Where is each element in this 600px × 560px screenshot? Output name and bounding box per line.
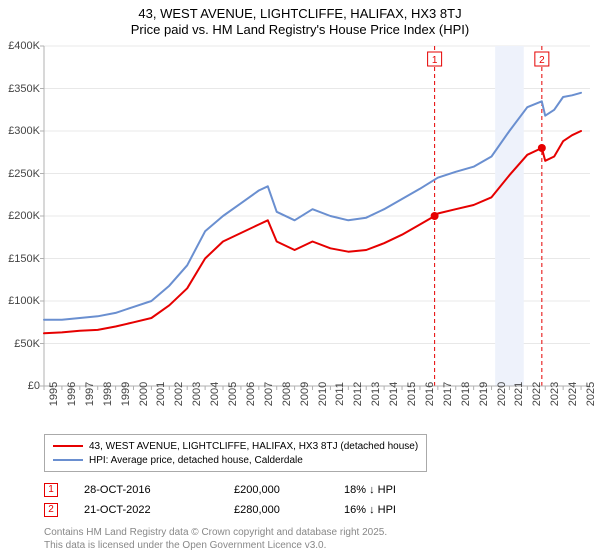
sales-table: 1 28-OCT-2016£200,00018% ↓ HPI 2 21-OCT-202…: [44, 480, 464, 520]
x-tick-label: 2005: [227, 382, 239, 406]
y-tick-label: £350K: [8, 83, 40, 95]
chart-svg: 12: [44, 46, 590, 386]
sale-price: £280,000: [234, 504, 344, 516]
x-tick-label: 1995: [48, 382, 60, 406]
sale-marker: 1: [44, 483, 58, 497]
plot-area: 12: [44, 46, 590, 386]
x-tick-label: 1997: [84, 382, 96, 406]
sale-date: 28-OCT-2016: [84, 484, 234, 496]
x-tick-label: 1998: [102, 382, 114, 406]
x-tick-label: 2000: [138, 382, 150, 406]
legend-swatch: [53, 445, 83, 447]
x-tick-label: 2007: [263, 382, 275, 406]
svg-text:2: 2: [539, 55, 545, 66]
legend-row: HPI: Average price, detached house, Cald…: [53, 453, 418, 467]
legend-label: 43, WEST AVENUE, LIGHTCLIFFE, HALIFAX, H…: [89, 441, 418, 452]
chart-title-sub: Price paid vs. HM Land Registry's House …: [0, 22, 600, 37]
x-tick-label: 2009: [299, 382, 311, 406]
y-tick-label: £400K: [8, 40, 40, 52]
footer-line1: Contains HM Land Registry data © Crown c…: [44, 526, 387, 539]
x-tick-label: 2016: [424, 382, 436, 406]
legend-swatch: [53, 459, 83, 461]
x-tick-label: 2017: [442, 382, 454, 406]
sale-price: £200,000: [234, 484, 344, 496]
x-tick-label: 2023: [549, 382, 561, 406]
y-tick-label: £250K: [8, 168, 40, 180]
x-tick-label: 2025: [585, 382, 597, 406]
sale-note: 18% ↓ HPI: [344, 484, 464, 496]
legend-row: 43, WEST AVENUE, LIGHTCLIFFE, HALIFAX, H…: [53, 439, 418, 453]
x-tick-label: 2015: [406, 382, 418, 406]
sale-note: 16% ↓ HPI: [344, 504, 464, 516]
x-tick-label: 2002: [173, 382, 185, 406]
legend-label: HPI: Average price, detached house, Cald…: [89, 455, 303, 466]
sale-row: 2 21-OCT-2022£280,00016% ↓ HPI: [44, 500, 464, 520]
y-tick-label: £0: [28, 380, 40, 392]
x-tick-label: 2018: [460, 382, 472, 406]
x-tick-label: 2024: [567, 382, 579, 406]
x-tick-label: 1996: [66, 382, 78, 406]
sale-marker: 2: [44, 503, 58, 517]
x-tick-label: 2021: [513, 382, 525, 406]
x-tick-label: 2022: [531, 382, 543, 406]
footer-attribution: Contains HM Land Registry data © Crown c…: [44, 526, 387, 552]
sale-date: 21-OCT-2022: [84, 504, 234, 516]
x-tick-label: 2006: [245, 382, 257, 406]
x-tick-label: 2014: [388, 382, 400, 406]
x-tick-label: 2020: [496, 382, 508, 406]
x-tick-label: 2010: [317, 382, 329, 406]
sale-row: 1 28-OCT-2016£200,00018% ↓ HPI: [44, 480, 464, 500]
x-tick-label: 2019: [478, 382, 490, 406]
chart-title-main: 43, WEST AVENUE, LIGHTCLIFFE, HALIFAX, H…: [0, 6, 600, 21]
x-tick-label: 2013: [370, 382, 382, 406]
y-tick-label: £150K: [8, 253, 40, 265]
y-tick-label: £50K: [14, 338, 40, 350]
footer-line2: This data is licensed under the Open Gov…: [44, 539, 387, 552]
y-tick-label: £100K: [8, 295, 40, 307]
legend: 43, WEST AVENUE, LIGHTCLIFFE, HALIFAX, H…: [44, 434, 427, 472]
x-tick-label: 1999: [120, 382, 132, 406]
x-tick-label: 2012: [352, 382, 364, 406]
x-tick-label: 2001: [155, 382, 167, 406]
y-tick-label: £300K: [8, 125, 40, 137]
x-tick-label: 2008: [281, 382, 293, 406]
svg-text:1: 1: [432, 55, 438, 66]
x-tick-label: 2011: [334, 382, 346, 406]
x-tick-label: 2003: [191, 382, 203, 406]
y-tick-label: £200K: [8, 210, 40, 222]
x-tick-label: 2004: [209, 382, 221, 406]
